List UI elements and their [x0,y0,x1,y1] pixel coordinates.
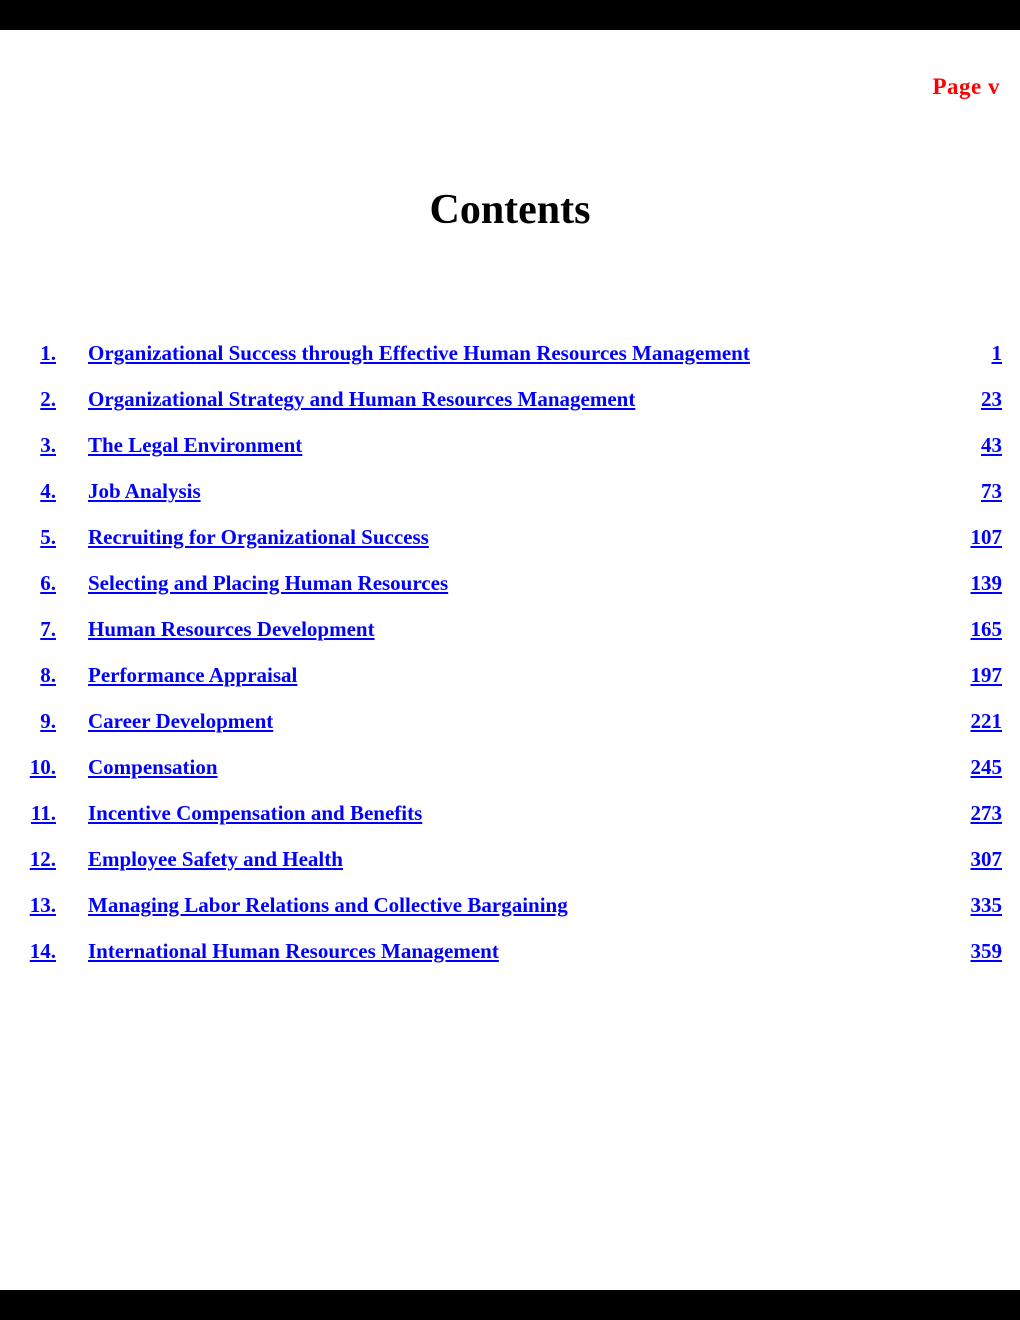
toc-row: 4. Job Analysis 73 [0,479,1002,525]
toc-row: 7. Human Resources Development 165 [0,617,1002,663]
toc-chapter-title-link[interactable]: Selecting and Placing Human Resources [88,571,449,595]
toc-chapter-number-link[interactable]: 8. [40,663,56,687]
toc-page-number-link[interactable]: 23 [981,387,1002,411]
toc-chapter-title-link[interactable]: Performance Appraisal [88,663,298,687]
toc-row: 14. International Human Resources Managem… [0,939,1002,985]
toc-chapter-number-link[interactable]: 4. [40,479,56,503]
toc-chapter-title-link[interactable]: Managing Labor Relations and Collective … [88,893,568,917]
page-number-label: Page v [932,74,1000,99]
toc-page-number-link[interactable]: 1 [991,341,1003,365]
toc-chapter-number-link[interactable]: 7. [40,617,56,641]
toc-row: 9. Career Development 221 [0,709,1002,755]
toc-chapter-number-link[interactable]: 9. [40,709,56,733]
toc-chapter-title-link[interactable]: Compensation [88,755,218,779]
toc-row: 5. Recruiting for Organizational Success 1… [0,525,1002,571]
toc-chapter-number-link[interactable]: 14. [29,939,56,963]
toc-chapter-title-link[interactable]: Human Resources Development [88,617,375,641]
toc-list: 1. Organizational Success through Effecti… [0,341,1020,985]
toc-chapter-title-link[interactable]: International Human Resources Management [88,939,499,963]
toc-chapter-number-link[interactable]: 5. [40,525,56,549]
toc-page-number-link[interactable]: 139 [970,571,1003,595]
top-border-bar [0,0,1020,30]
toc-chapter-title-link[interactable]: The Legal Environment [88,433,303,457]
toc-chapter-title-link[interactable]: Job Analysis [88,479,201,503]
toc-chapter-title-link[interactable]: Incentive Compensation and Benefits [88,801,423,825]
toc-row: 13. Managing Labor Relations and Collecti… [0,893,1002,939]
toc-chapter-title-link[interactable]: Recruiting for Organizational Success [88,525,429,549]
toc-chapter-number-link[interactable]: 12. [29,847,56,871]
toc-chapter-number-link[interactable]: 3. [40,433,56,457]
toc-chapter-title-link[interactable]: Career Development [88,709,274,733]
toc-row: 6. Selecting and Placing Human Resources 1… [0,571,1002,617]
toc-row: 1. Organizational Success through Effecti… [0,341,1002,387]
toc-page-number-link[interactable]: 165 [970,617,1003,641]
toc-chapter-number-link[interactable]: 13. [29,893,56,917]
toc-chapter-title-link[interactable]: Organizational Strategy and Human Resour… [88,387,636,411]
toc-row: 10. Compensation 245 [0,755,1002,801]
bottom-border-bar [0,1290,1020,1320]
toc-page-number-link[interactable]: 359 [970,939,1003,963]
toc-chapter-number-link[interactable]: 6. [40,571,56,595]
toc-page-number-link[interactable]: 307 [970,847,1003,871]
toc-page-number-link[interactable]: 221 [970,709,1003,733]
toc-chapter-number-link[interactable]: 1. [40,341,56,365]
toc-page-number-link[interactable]: 73 [981,479,1002,503]
toc-row: 8. Performance Appraisal 197 [0,663,1002,709]
toc-chapter-title-link[interactable]: Employee Safety and Health [88,847,343,871]
toc-chapter-number-link[interactable]: 11. [30,801,56,825]
toc-row: 11. Incentive Compensation and Benefits 27… [0,801,1002,847]
toc-row: 3. The Legal Environment 43 [0,433,1002,479]
toc-page-number-link[interactable]: 107 [970,525,1003,549]
toc-page-number-link[interactable]: 273 [970,801,1003,825]
toc-page-number-link[interactable]: 245 [970,755,1003,779]
toc-chapter-number-link[interactable]: 2. [40,387,56,411]
toc-chapter-number-link[interactable]: 10. [29,755,56,779]
toc-row: 2. Organizational Strategy and Human Reso… [0,387,1002,433]
toc-page-number-link[interactable]: 335 [970,893,1003,917]
page-title: Contents [429,187,591,233]
toc-row: 12. Employee Safety and Health 307 [0,847,1002,893]
toc-page-number-link[interactable]: 43 [981,433,1002,457]
toc-chapter-title-link[interactable]: Organizational Success through Effective… [88,341,750,365]
toc-page-number-link[interactable]: 197 [970,663,1003,687]
